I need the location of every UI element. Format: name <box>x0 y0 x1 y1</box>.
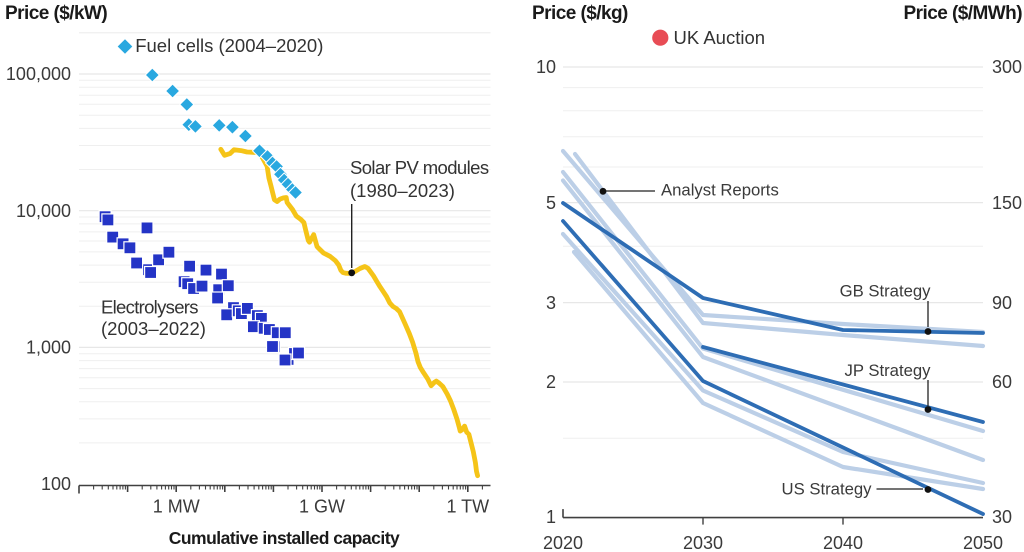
svg-text:100,000: 100,000 <box>6 64 71 84</box>
svg-text:Price ($/MWh): Price ($/MWh) <box>904 3 1023 24</box>
svg-text:US Strategy: US Strategy <box>782 480 873 499</box>
svg-text:1 TW: 1 TW <box>446 497 489 517</box>
svg-text:2050: 2050 <box>963 533 1003 552</box>
svg-text:Electrolysers: Electrolysers <box>101 297 198 318</box>
svg-text:(2003–2022): (2003–2022) <box>101 318 206 339</box>
svg-text:30: 30 <box>992 507 1012 527</box>
svg-text:2040: 2040 <box>823 533 863 552</box>
svg-text:1 MW: 1 MW <box>153 497 200 517</box>
svg-text:(1980–2023): (1980–2023) <box>350 180 455 201</box>
svg-text:1: 1 <box>546 507 556 527</box>
svg-text:2030: 2030 <box>683 533 723 552</box>
svg-text:GB Strategy: GB Strategy <box>840 282 932 301</box>
svg-text:1,000: 1,000 <box>26 338 71 358</box>
svg-text:10,000: 10,000 <box>16 201 71 221</box>
svg-text:Cumulative installed capacity: Cumulative installed capacity <box>169 528 400 548</box>
svg-text:300: 300 <box>992 57 1022 77</box>
svg-text:UK Auction: UK Auction <box>674 27 766 48</box>
svg-text:2020: 2020 <box>543 533 583 552</box>
svg-text:Solar PV modules: Solar PV modules <box>350 157 489 178</box>
svg-text:90: 90 <box>992 293 1012 313</box>
svg-text:1 GW: 1 GW <box>299 497 345 517</box>
svg-text:Price ($/kg): Price ($/kg) <box>532 3 628 24</box>
svg-text:100: 100 <box>41 474 71 494</box>
svg-text:60: 60 <box>992 372 1012 392</box>
svg-text:5: 5 <box>546 193 556 213</box>
svg-text:Analyst Reports: Analyst Reports <box>661 181 779 200</box>
svg-text:3: 3 <box>546 293 556 313</box>
svg-text:2: 2 <box>546 372 556 392</box>
svg-text:JP Strategy: JP Strategy <box>845 361 932 380</box>
svg-text:Fuel cells (2004–2020): Fuel cells (2004–2020) <box>135 35 323 56</box>
svg-text:Price ($/kW): Price ($/kW) <box>5 3 107 24</box>
svg-text:10: 10 <box>536 57 556 77</box>
svg-text:150: 150 <box>992 193 1022 213</box>
